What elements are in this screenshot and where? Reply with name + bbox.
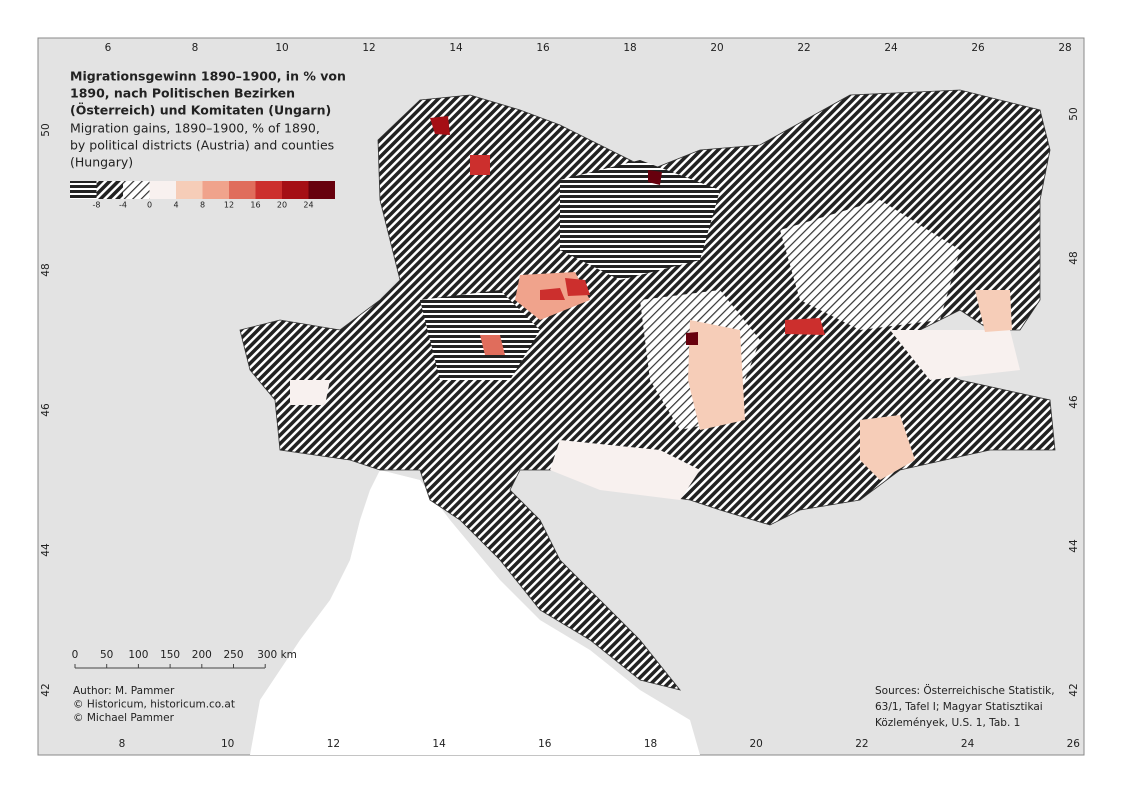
scale-label: 200 — [192, 649, 212, 661]
longitude-label: 26 — [971, 42, 985, 54]
district-area — [560, 160, 720, 280]
legend-swatch — [96, 181, 123, 199]
district-area — [290, 380, 330, 405]
legend-swatch — [149, 181, 176, 199]
longitude-label: 8 — [119, 738, 126, 750]
adriatic-sea — [250, 470, 700, 755]
sources: 63/1, Tafel I; Magyar Statisztikai — [875, 701, 1043, 713]
credit: © Historicum, historicum.co.at — [73, 699, 235, 711]
legend-tick-label: 0 — [147, 201, 152, 210]
longitude-label: 22 — [797, 42, 810, 54]
district-area — [860, 415, 915, 480]
longitude-label: 18 — [623, 42, 636, 54]
map-subtitle: Migration gains, 1890–1900, % of 1890, — [70, 121, 320, 136]
legend-swatch — [282, 181, 309, 199]
longitude-label: 8 — [192, 42, 199, 54]
latitude-label: 46 — [1068, 395, 1080, 409]
longitude-label: 16 — [536, 42, 550, 54]
sources: Sources: Österreichische Statistik, — [875, 684, 1055, 697]
longitude-label: 22 — [855, 738, 868, 750]
legend-tick-label: 16 — [250, 201, 260, 210]
longitude-label: 12 — [327, 738, 340, 750]
longitude-label: 6 — [105, 42, 112, 54]
longitude-label: 10 — [275, 42, 288, 54]
longitude-label: 14 — [432, 738, 446, 750]
scale-label: 50 — [100, 649, 113, 661]
credit: © Michael Pammer — [73, 712, 175, 724]
latitude-label: 44 — [40, 543, 52, 557]
district-area — [480, 335, 505, 355]
scale-label: 150 — [160, 649, 180, 661]
map-title: 1890, nach Politischen Bezirken — [70, 86, 295, 101]
longitude-label: 24 — [884, 42, 898, 54]
legend-tick-label: 8 — [200, 201, 205, 210]
legend-swatch — [229, 181, 256, 199]
district-area — [975, 290, 1012, 332]
legend-tick-label: -4 — [119, 201, 127, 210]
longitude-label: 16 — [538, 738, 552, 750]
latitude-label: 42 — [40, 683, 52, 696]
credit: Author: M. Pammer — [73, 685, 175, 697]
district-area — [890, 330, 1020, 380]
latitude-label: 46 — [40, 403, 52, 417]
longitude-label: 28 — [1058, 42, 1071, 54]
legend-tick-label: 12 — [224, 201, 234, 210]
district-area — [540, 288, 565, 300]
scale-label: 0 — [72, 649, 79, 661]
latitude-label: 42 — [1068, 683, 1080, 696]
longitude-label: 14 — [449, 42, 463, 54]
map-title: (Österreich) und Komitaten (Ungarn) — [70, 103, 331, 118]
legend-tick-label: -8 — [93, 201, 101, 210]
longitude-label: 12 — [362, 42, 375, 54]
map-subtitle: (Hungary) — [70, 155, 133, 170]
legend-tick-label: 20 — [277, 201, 287, 210]
legend-swatch — [176, 181, 203, 199]
longitude-label: 26 — [1067, 738, 1081, 750]
district-area — [565, 278, 590, 296]
legend-swatch — [308, 181, 335, 199]
scale-label: 100 — [128, 649, 148, 661]
longitude-label: 20 — [750, 738, 763, 750]
legend-swatch — [70, 181, 97, 199]
legend-tick-label: 24 — [303, 201, 313, 210]
longitude-label: 10 — [221, 738, 234, 750]
district-area — [785, 318, 825, 335]
district-area — [550, 440, 700, 500]
legend-swatch — [123, 181, 150, 199]
map-title: Migrationsgewinn 1890–1900, in % von — [70, 69, 346, 84]
longitude-label: 24 — [961, 738, 975, 750]
district-area — [688, 320, 745, 430]
legend-tick-label: 4 — [173, 201, 178, 210]
longitude-label: 18 — [644, 738, 657, 750]
district-area — [648, 170, 662, 185]
latitude-label: 48 — [40, 263, 52, 276]
latitude-label: 48 — [1068, 251, 1080, 264]
latitude-label: 44 — [1068, 539, 1080, 553]
legend-background — [64, 64, 360, 204]
legend-swatch — [255, 181, 282, 199]
district-area — [780, 200, 960, 330]
longitude-label: 20 — [710, 42, 723, 54]
district-area — [470, 155, 490, 175]
district-area — [430, 116, 450, 135]
scale-label: 300 km — [257, 649, 297, 661]
latitude-label: 50 — [40, 123, 52, 136]
map-subtitle: by political districts (Austria) and cou… — [70, 138, 334, 153]
sources: Közlemények, U.S. 1, Tab. 1 — [875, 717, 1020, 729]
district-area — [686, 332, 698, 345]
legend-swatch — [202, 181, 229, 199]
scale-label: 250 — [223, 649, 243, 661]
latitude-label: 50 — [1068, 107, 1080, 120]
